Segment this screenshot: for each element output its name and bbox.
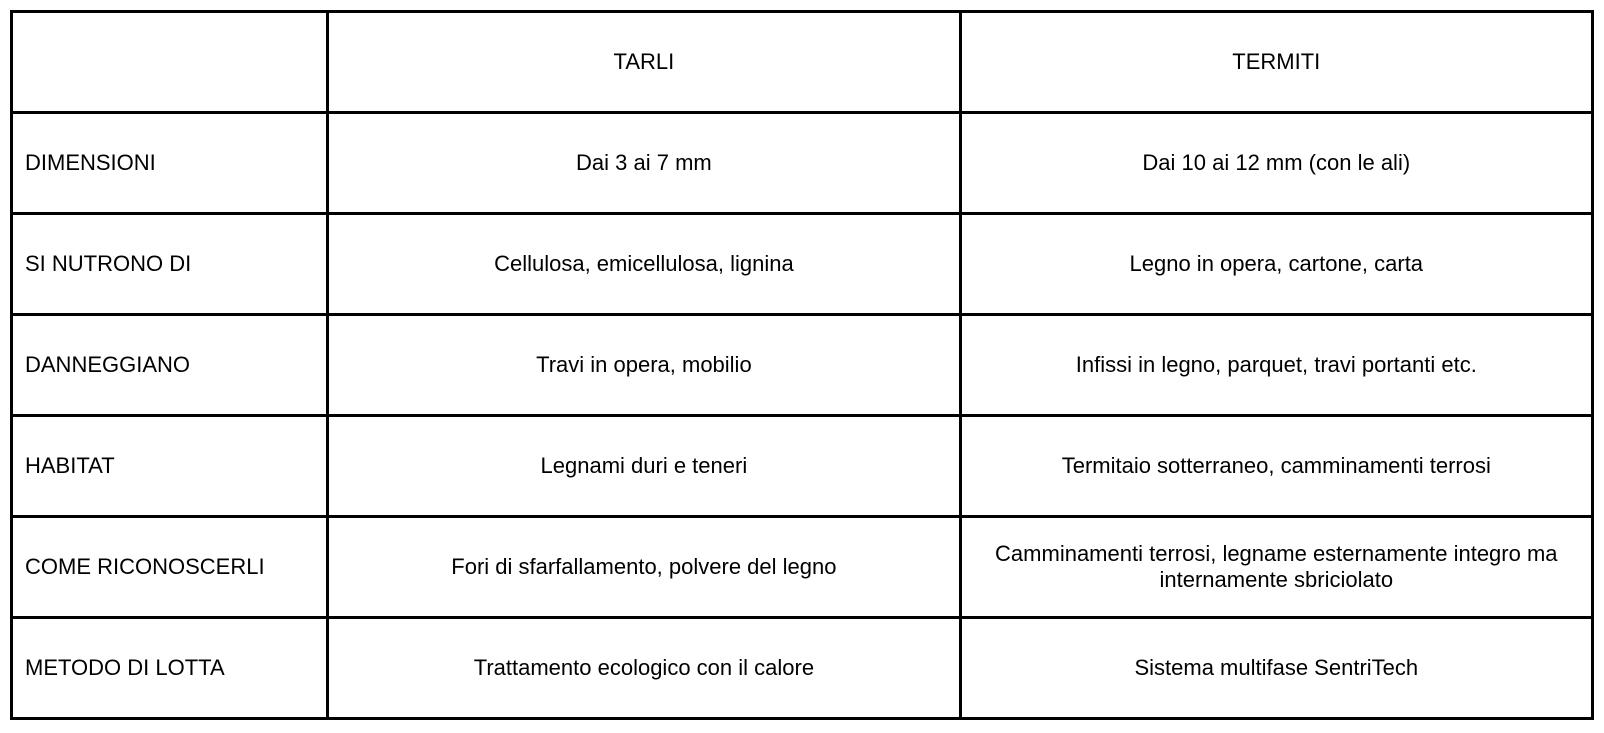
- cell-data: Fori di sfarfallamento, polvere del legn…: [328, 517, 960, 618]
- table-row: HABITAT Legnami duri e teneri Termitaio …: [12, 416, 1593, 517]
- cell-data: Sistema multifase SentriTech: [960, 618, 1592, 719]
- cell-data: Dai 10 ai 12 mm (con le ali): [960, 113, 1592, 214]
- row-label-nutrono: SI NUTRONO DI: [12, 214, 328, 315]
- table-row: COME RICONOSCERLI Fori di sfarfallamento…: [12, 517, 1593, 618]
- row-label-dimensioni: DIMENSIONI: [12, 113, 328, 214]
- row-label-metodo: METODO DI LOTTA: [12, 618, 328, 719]
- cell-data: Camminamenti terrosi, legname esternamen…: [960, 517, 1592, 618]
- cell-data: Dai 3 ai 7 mm: [328, 113, 960, 214]
- header-tarli: TARLI: [328, 12, 960, 113]
- row-label-danneggiano: DANNEGGIANO: [12, 315, 328, 416]
- table-row: DIMENSIONI Dai 3 ai 7 mm Dai 10 ai 12 mm…: [12, 113, 1593, 214]
- cell-data: Trattamento ecologico con il calore: [328, 618, 960, 719]
- cell-data: Legnami duri e teneri: [328, 416, 960, 517]
- header-empty: [12, 12, 328, 113]
- cell-data: Legno in opera, cartone, carta: [960, 214, 1592, 315]
- table-row: METODO DI LOTTA Trattamento ecologico co…: [12, 618, 1593, 719]
- cell-data: Travi in opera, mobilio: [328, 315, 960, 416]
- cell-data: Cellulosa, emicellulosa, lignina: [328, 214, 960, 315]
- row-label-habitat: HABITAT: [12, 416, 328, 517]
- table-row: DANNEGGIANO Travi in opera, mobilio Infi…: [12, 315, 1593, 416]
- header-termiti: TERMITI: [960, 12, 1592, 113]
- table-row: SI NUTRONO DI Cellulosa, emicellulosa, l…: [12, 214, 1593, 315]
- cell-data: Termitaio sotterraneo, camminamenti terr…: [960, 416, 1592, 517]
- row-label-riconoscerli: COME RICONOSCERLI: [12, 517, 328, 618]
- comparison-table: TARLI TERMITI DIMENSIONI Dai 3 ai 7 mm D…: [10, 10, 1594, 720]
- cell-data: Infissi in legno, parquet, travi portant…: [960, 315, 1592, 416]
- table-header-row: TARLI TERMITI: [12, 12, 1593, 113]
